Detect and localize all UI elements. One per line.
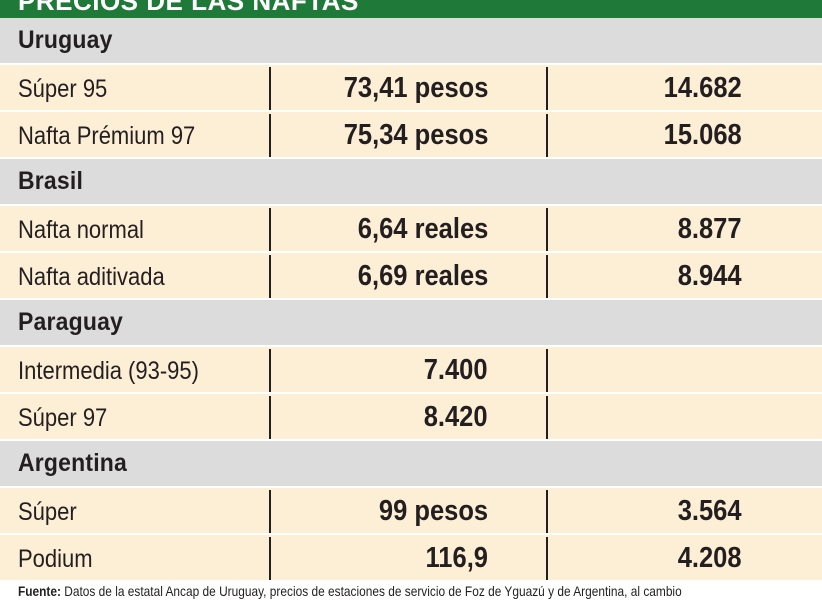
column-divider [546,67,548,110]
table-row: Nafta aditivada 6,69 reales 8.944 [0,253,822,300]
local-price: 116,9 [425,542,488,574]
guarani-price: 8.877 [678,213,742,245]
fuel-type: Podium [18,545,93,573]
fuel-type: Nafta Prémium 97 [18,122,196,150]
guarani-price: 8.944 [678,260,742,292]
fuel-type: Súper 97 [18,404,108,432]
section-name: Uruguay [18,26,113,54]
local-price: 75,34 pesos [343,119,488,151]
column-divider [269,349,271,392]
fuel-price-table: Uruguay Súper 95 73,41 pesos 14.682 Nafta Pr… [0,18,822,582]
section-header: Brasil [0,159,822,206]
table-row: Nafta Prémium 97 75,34 pesos 15.068 [0,112,822,159]
section-header: Argentina [0,441,822,488]
fuel-type: Súper [18,498,77,526]
section-name: Brasil [18,167,84,195]
column-divider [269,490,271,533]
table-header: PRECIOS DE LAS NAFTAS [0,0,822,18]
fuel-type: Nafta normal [18,216,144,244]
column-divider [546,349,548,392]
local-price: 99 pesos [378,495,488,527]
section-name: Argentina [18,449,128,477]
column-divider [269,537,271,580]
source-text: Datos de la estatal Ancap de Uruguay, pr… [64,583,682,599]
column-divider [269,255,271,298]
table-row: Súper 97 8.420 [0,394,822,441]
column-divider [546,208,548,251]
local-price: 73,41 pesos [343,72,488,104]
column-divider [269,208,271,251]
column-divider [546,537,548,580]
table-row: Podium 116,9 4.208 [0,535,822,582]
guarani-price: 4.208 [678,542,742,574]
column-divider [269,396,271,439]
source-note: Fuente: Datos de la estatal Ancap de Uru… [18,583,817,599]
local-price: 6,64 reales [357,213,488,245]
local-price: 6,69 reales [357,260,488,292]
local-price: 8.420 [424,401,488,433]
table-row: Súper 95 73,41 pesos 14.682 [0,65,822,112]
section-name: Paraguay [18,308,124,336]
column-divider [546,490,548,533]
table-row: Súper 99 pesos 3.564 [0,488,822,535]
section-header: Uruguay [0,18,822,65]
fuel-type: Intermedia (93-95) [18,357,199,385]
source-label: Fuente: [18,583,61,599]
guarani-price: 14.682 [663,72,742,104]
column-divider [546,396,548,439]
column-divider [269,114,271,157]
section-header: Paraguay [0,300,822,347]
table-row: Nafta normal 6,64 reales 8.877 [0,206,822,253]
table-title: PRECIOS DE LAS NAFTAS [18,0,359,16]
guarani-price: 15.068 [663,119,742,151]
fuel-type: Nafta aditivada [18,263,165,291]
column-divider [546,114,548,157]
column-divider [546,255,548,298]
local-price: 7.400 [424,354,488,386]
fuel-type: Súper 95 [18,75,108,103]
guarani-price: 3.564 [678,495,742,527]
column-divider [269,67,271,110]
table-row: Intermedia (93-95) 7.400 [0,347,822,394]
